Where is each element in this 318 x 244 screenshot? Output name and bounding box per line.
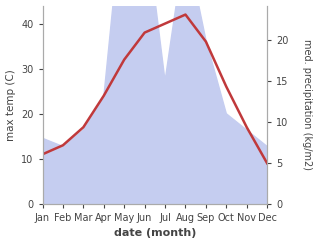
X-axis label: date (month): date (month)	[114, 228, 196, 238]
Y-axis label: med. precipitation (kg/m2): med. precipitation (kg/m2)	[302, 39, 313, 170]
Y-axis label: max temp (C): max temp (C)	[5, 69, 16, 141]
